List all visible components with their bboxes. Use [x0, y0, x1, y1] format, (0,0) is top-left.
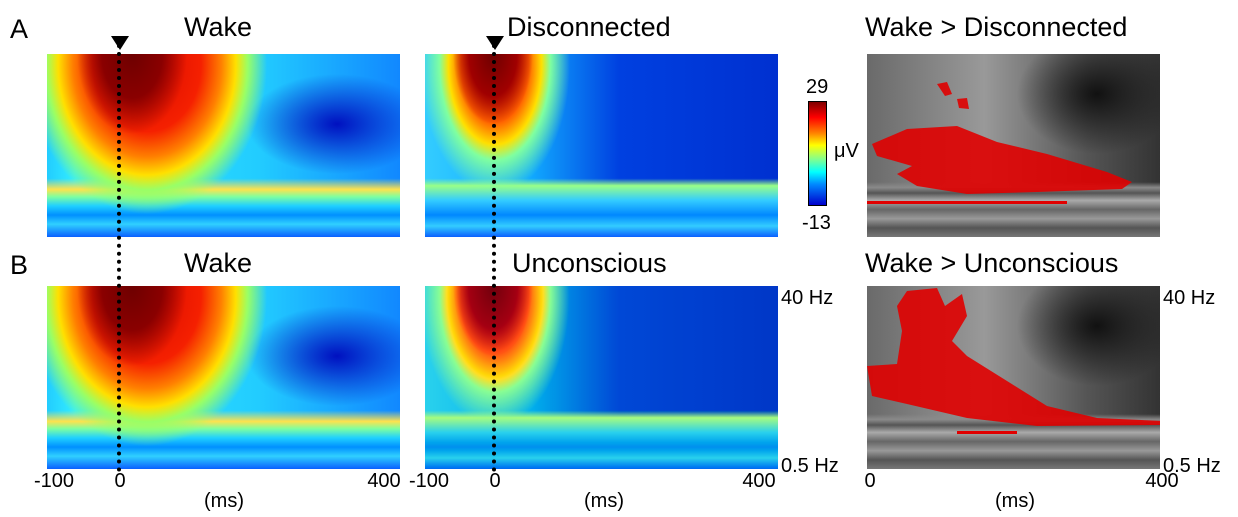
freq-bottom: 0.5 Hz [781, 455, 839, 477]
heatmap [47, 286, 400, 469]
onset-line [492, 44, 496, 472]
colorbar-min: -13 [802, 212, 831, 234]
colorbar [808, 101, 827, 206]
panel-title: Wake > Unconscious [865, 248, 1119, 278]
panel-title: Disconnected [507, 12, 671, 42]
x-axis-label: (ms) [204, 490, 244, 512]
significant-region [867, 82, 1132, 204]
x-axis-label: (ms) [584, 490, 624, 512]
contrast-map [867, 54, 1160, 237]
heatmap [425, 54, 778, 237]
colorbar-unit: μV [834, 140, 859, 162]
onset-marker [111, 36, 129, 50]
panel-letter: B [10, 250, 29, 280]
x-tick-label: 0 [489, 470, 501, 492]
x-tick-label: 400 [1145, 470, 1179, 492]
onset-marker [486, 36, 504, 50]
significant-region [867, 288, 1162, 434]
x-axis-label: (ms) [995, 490, 1035, 512]
panel-title: Wake [184, 12, 253, 42]
panel-title: Wake [184, 248, 253, 278]
heatmap [47, 54, 400, 237]
panel-title: Unconscious [512, 248, 667, 278]
x-tick-label: -100 [33, 470, 75, 492]
freq-top: 40 Hz [1163, 287, 1216, 309]
heatmap [425, 286, 778, 469]
contrast-map [867, 286, 1162, 469]
panel-title: Wake > Disconnected [865, 12, 1128, 42]
x-tick-label: 400 [742, 470, 776, 492]
x-tick-label: 400 [367, 470, 401, 492]
panel-letter: A [10, 14, 29, 44]
freq-top: 40 Hz [781, 287, 834, 309]
onset-line [117, 44, 121, 472]
x-tick-label: -100 [408, 470, 450, 492]
colorbar-max: 29 [806, 76, 829, 98]
freq-bottom: 0.5 Hz [1163, 455, 1221, 477]
x-tick-label: 0 [114, 470, 126, 492]
x-tick-label: 0 [864, 470, 876, 492]
